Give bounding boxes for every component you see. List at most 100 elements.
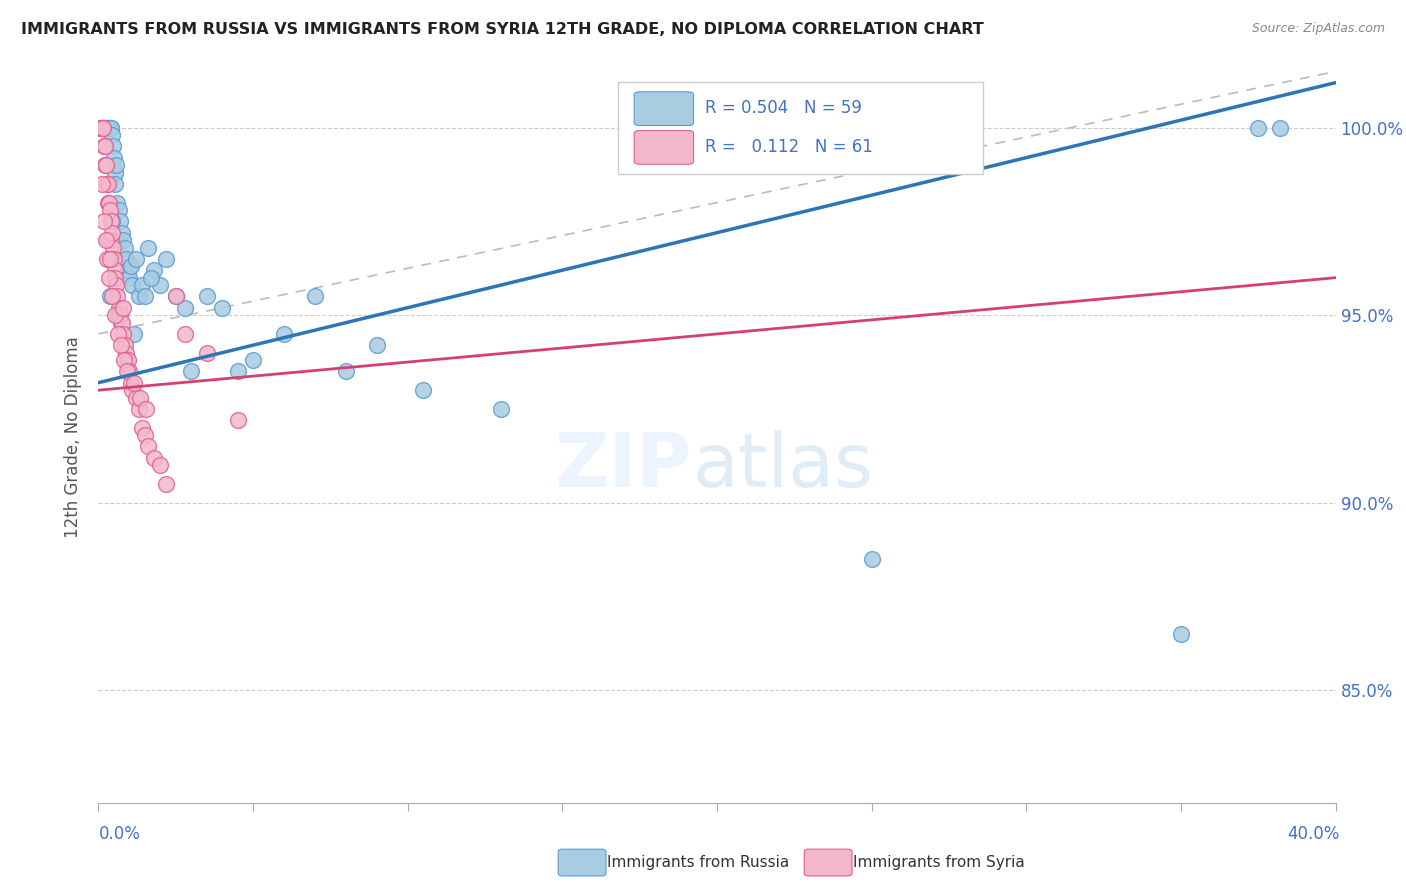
Point (103, 151, 125, 165)
Point (101, 214, 124, 228)
Point (96, 177, 118, 191)
Point (103, 263, 125, 277)
Point (91, 120, 114, 135)
Point (91, 120, 114, 135)
Point (304, 289, 326, 303)
Point (129, 391, 152, 405)
Point (105, 158, 128, 172)
Point (131, 278, 153, 293)
Point (93, 120, 115, 135)
Point (134, 428, 156, 442)
Point (114, 338, 136, 352)
Text: Source: ZipAtlas.com: Source: ZipAtlas.com (1251, 22, 1385, 36)
Point (117, 353, 139, 368)
Point (103, 166, 125, 180)
Point (93, 214, 115, 228)
Point (226, 413, 249, 427)
Point (97, 270, 120, 285)
Point (98, 252, 121, 266)
Text: Immigrants from Syria: Immigrants from Syria (853, 855, 1025, 870)
Point (114, 241, 136, 255)
Point (335, 364, 357, 378)
Point (100, 214, 122, 228)
Point (96, 120, 118, 135)
Point (115, 364, 138, 378)
Point (96, 158, 118, 172)
Point (93, 120, 115, 135)
Point (1170, 627, 1192, 641)
Point (121, 278, 143, 293)
Point (124, 252, 146, 266)
Point (111, 226, 134, 240)
Point (91, 177, 114, 191)
Y-axis label: 12th Grade, No Diploma: 12th Grade, No Diploma (65, 336, 83, 538)
Point (97, 177, 120, 191)
Point (226, 364, 249, 378)
Point (107, 301, 129, 315)
Point (180, 364, 202, 378)
Text: 40.0%: 40.0% (1288, 825, 1340, 843)
Point (121, 383, 143, 397)
Point (143, 263, 166, 277)
Point (112, 326, 135, 341)
Point (143, 450, 166, 465)
Point (107, 326, 129, 341)
Text: ZIP: ZIP (555, 430, 692, 503)
Point (112, 233, 135, 247)
Point (105, 289, 128, 303)
Point (139, 270, 162, 285)
Point (112, 353, 135, 368)
Point (100, 120, 122, 135)
Point (97, 233, 120, 247)
Point (98, 203, 121, 218)
Point (131, 420, 153, 434)
Point (195, 289, 218, 303)
Point (118, 270, 141, 285)
Point (94, 233, 117, 247)
Point (1247, 120, 1270, 135)
Point (96, 120, 118, 135)
Point (100, 289, 122, 303)
Point (100, 233, 122, 247)
Text: R = 0.504   N = 59: R = 0.504 N = 59 (704, 99, 862, 117)
Point (98, 120, 121, 135)
Point (93, 139, 115, 153)
Point (111, 316, 134, 330)
Point (155, 252, 177, 266)
Point (115, 345, 138, 359)
Point (103, 241, 125, 255)
Point (174, 301, 197, 315)
Point (111, 301, 134, 315)
Point (366, 338, 388, 352)
Point (105, 278, 128, 293)
Point (135, 401, 157, 416)
Point (90, 120, 112, 135)
Point (97, 195, 120, 210)
Point (860, 552, 883, 566)
Point (93, 158, 115, 172)
Point (96, 252, 118, 266)
Point (118, 364, 141, 378)
Point (115, 252, 138, 266)
Point (110, 316, 132, 330)
Point (174, 326, 197, 341)
Point (103, 252, 125, 266)
Point (90, 120, 112, 135)
Point (98, 289, 121, 303)
Point (108, 308, 131, 322)
Point (97, 120, 120, 135)
Point (104, 308, 127, 322)
Point (107, 203, 129, 218)
Point (242, 353, 264, 368)
FancyBboxPatch shape (619, 82, 983, 174)
Point (122, 326, 145, 341)
Point (94, 120, 117, 135)
Point (149, 458, 172, 473)
Point (211, 301, 233, 315)
Point (110, 338, 132, 352)
Point (98, 195, 121, 210)
Text: R =   0.112   N = 61: R = 0.112 N = 61 (704, 137, 873, 156)
FancyBboxPatch shape (634, 130, 693, 164)
Point (120, 376, 142, 390)
Point (149, 278, 172, 293)
